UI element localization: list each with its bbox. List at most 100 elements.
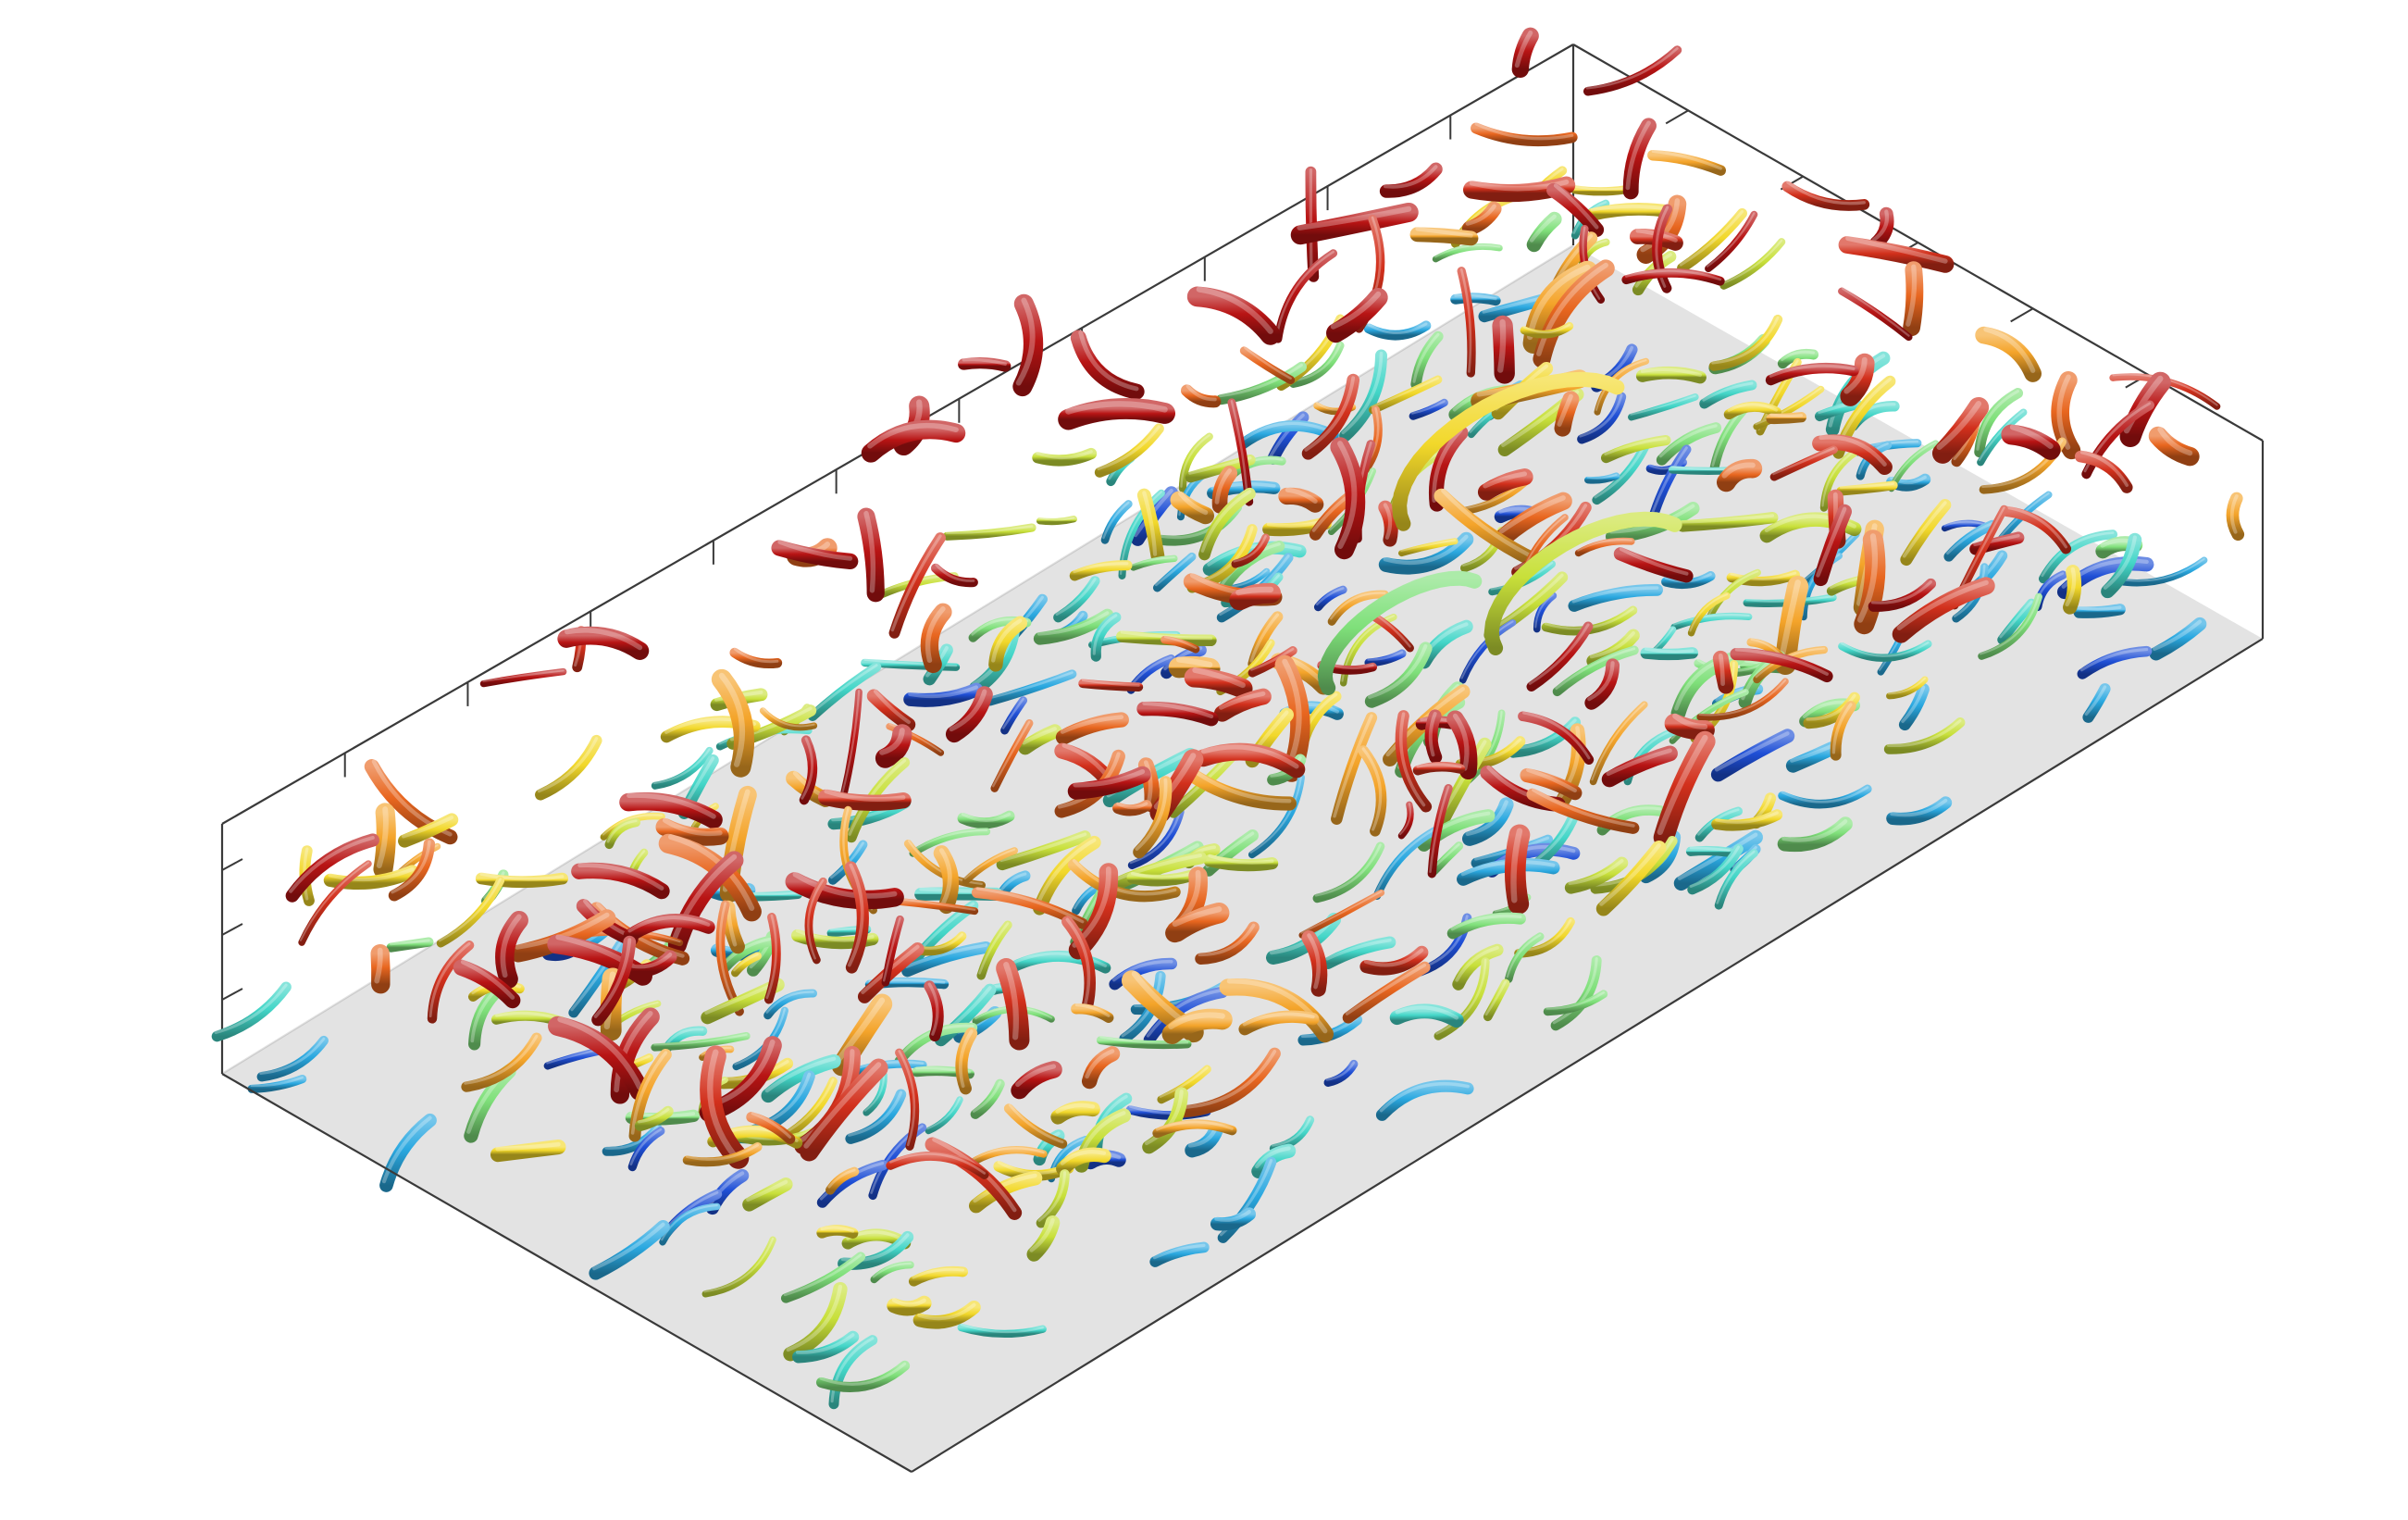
vortex-tube (1717, 458, 1763, 492)
vortex-tube (1543, 990, 1608, 1016)
vortex-tube (495, 910, 528, 989)
vortex-tube-highlight (1545, 990, 1606, 1010)
vortex-tube (903, 840, 986, 890)
vortex-tube-highlight (1856, 533, 1879, 623)
vortex-tube (1903, 261, 1924, 337)
vortex-tube (1526, 211, 1562, 253)
vortex-tube (1432, 243, 1503, 263)
vortex-tube-highlight (1465, 204, 1496, 226)
vortex-tube (1342, 961, 1431, 1024)
vortex-tube (1589, 701, 1648, 786)
vortex-tube (881, 915, 904, 987)
vortex-tube (1585, 203, 1670, 221)
vortex-tube-highlight (495, 1141, 561, 1152)
vortex-tube-highlight (1219, 363, 1303, 398)
vortex-tube-highlight (662, 817, 723, 837)
vortex-tube-highlight (718, 672, 746, 767)
vortex-tube-highlight (1337, 441, 1358, 549)
vortex-tube (1622, 118, 1657, 200)
vortex-tube-highlight (1269, 413, 1305, 457)
vortex-tube (1210, 1207, 1256, 1231)
vortex-tube (1477, 468, 1533, 501)
vortex-tube (1359, 945, 1429, 976)
vortex-tube (1168, 655, 1221, 679)
vortex-tube (1613, 547, 1694, 583)
vortex-tube-highlight (1943, 520, 1986, 527)
hairpin-vortex (1392, 371, 1625, 531)
vortex-tube (1708, 314, 1783, 371)
vortex-tube-highlight (1715, 811, 1779, 824)
vortex-tube (2077, 645, 2153, 679)
vortex-tube-highlight (1772, 447, 1835, 476)
vortex-tube-highlight (1839, 482, 1894, 490)
vortex-tube-highlight (464, 1034, 539, 1085)
hairpin-vortex (1483, 511, 1682, 655)
vortex-tube-highlight (1036, 838, 1097, 906)
vortex-tube (604, 817, 641, 850)
vortex-tube (1007, 951, 1111, 974)
vortex-tube (1777, 816, 1853, 853)
vortex-tube-highlight (1484, 980, 1508, 1016)
vortex-tube-highlight (1233, 535, 1267, 563)
vortex-tube (908, 1265, 969, 1287)
vortex-tube (1229, 582, 1282, 611)
vortex-tube (1653, 730, 1716, 848)
vortex-tube-highlight (1571, 586, 1659, 604)
vortex-tube (1508, 716, 1582, 758)
vortex-tube-highlight (565, 628, 643, 651)
vortex-tube-highlight (1163, 635, 1198, 649)
vortex-tube-highlight (1155, 554, 1194, 587)
vortex-tube (1397, 801, 1414, 840)
vortex-tube-highlight (792, 871, 898, 899)
vortex-tube (718, 935, 776, 974)
vortex-tube-highlight (1214, 467, 1233, 505)
vortex-tube-highlight (919, 933, 963, 950)
vortex-tube-highlight (1029, 1217, 1055, 1252)
vortex-tube-highlight (1586, 473, 1618, 480)
vortex-tube (1520, 321, 1574, 339)
vortex-tube-highlight (557, 1016, 643, 1090)
vortex-tube-highlight (803, 1062, 882, 1149)
vortex-tube-highlight (973, 1173, 1037, 1203)
vortex-tube-highlight (762, 707, 815, 728)
vortex-tube-highlight (1658, 424, 1718, 458)
vortex-tube-highlight (1055, 578, 1097, 616)
vortex-tube (763, 989, 818, 1020)
vortex-tube (780, 1077, 838, 1141)
vortex-tube-highlight (1818, 434, 1887, 467)
vortex-tube-highlight (1185, 384, 1217, 402)
vortex-tube-highlight (1441, 488, 1534, 559)
vortex-tube (1730, 648, 1833, 683)
vortex-tube (1777, 348, 1819, 369)
vortex-tube (373, 803, 396, 879)
vortex-tube-highlight (289, 835, 375, 893)
vortex-tube (866, 689, 916, 732)
vortex-tube (1710, 729, 1795, 782)
bounding-box-front (221, 638, 2264, 1473)
vortex-tube (1975, 326, 2042, 382)
vortex-tube-highlight (479, 872, 565, 881)
vortex-tube (1656, 422, 1722, 466)
vortex-tube-highlight (835, 997, 886, 1063)
vortex-tube (955, 1027, 978, 1095)
vortex-tube-highlight (1589, 631, 1635, 659)
vortex-tube (1533, 592, 1558, 633)
vortex-tube-highlight (1214, 1210, 1251, 1222)
vortex-tube-highlight (863, 1072, 886, 1112)
vortex-tube (1136, 488, 1165, 564)
axis-ticks-wall-normal (221, 858, 243, 1001)
vortex-tube-highlight (2041, 531, 2115, 578)
vortex-tube-highlight (1590, 205, 1666, 212)
vortex-tube (888, 532, 946, 639)
vortex-tube (1584, 472, 1620, 484)
vortex-tube (701, 1236, 776, 1298)
vortex-tube (1018, 724, 1062, 755)
vortex-tube-highlight (1573, 185, 1626, 192)
vortex-tube-highlight (1155, 1120, 1234, 1131)
vortex-tube-highlight (765, 914, 777, 1000)
hairpin-vortex (1317, 570, 1483, 695)
vortex-tube (1081, 1046, 1121, 1090)
vortex-tube (1819, 447, 1860, 512)
vortex-tube (1161, 635, 1200, 654)
vortex-tube (1705, 210, 1758, 272)
